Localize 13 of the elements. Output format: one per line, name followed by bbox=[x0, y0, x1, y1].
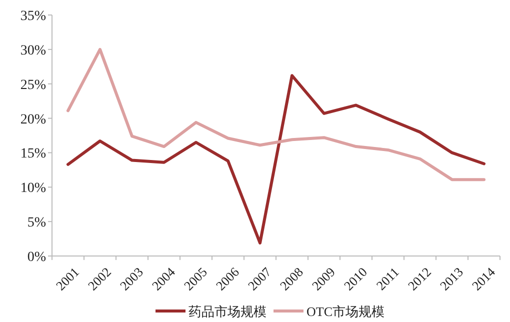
y-tick-label: 10% bbox=[20, 181, 46, 196]
y-tick-label: 30% bbox=[20, 43, 46, 58]
legend-label: 药品市场规模 bbox=[188, 304, 266, 319]
y-tick-label: 20% bbox=[20, 112, 46, 128]
y-tick-label: 5% bbox=[27, 216, 46, 231]
y-tick-label: 15% bbox=[20, 146, 46, 162]
line-series bbox=[66, 74, 486, 244]
y-tick-label: 0% bbox=[27, 250, 46, 265]
y-tick-label: 25% bbox=[20, 78, 46, 93]
x-tick-label: 2011 bbox=[373, 264, 402, 293]
legend-label: OTC市场规模 bbox=[306, 304, 384, 319]
line-series bbox=[66, 48, 486, 182]
y-tick-label: 35% bbox=[20, 9, 46, 24]
